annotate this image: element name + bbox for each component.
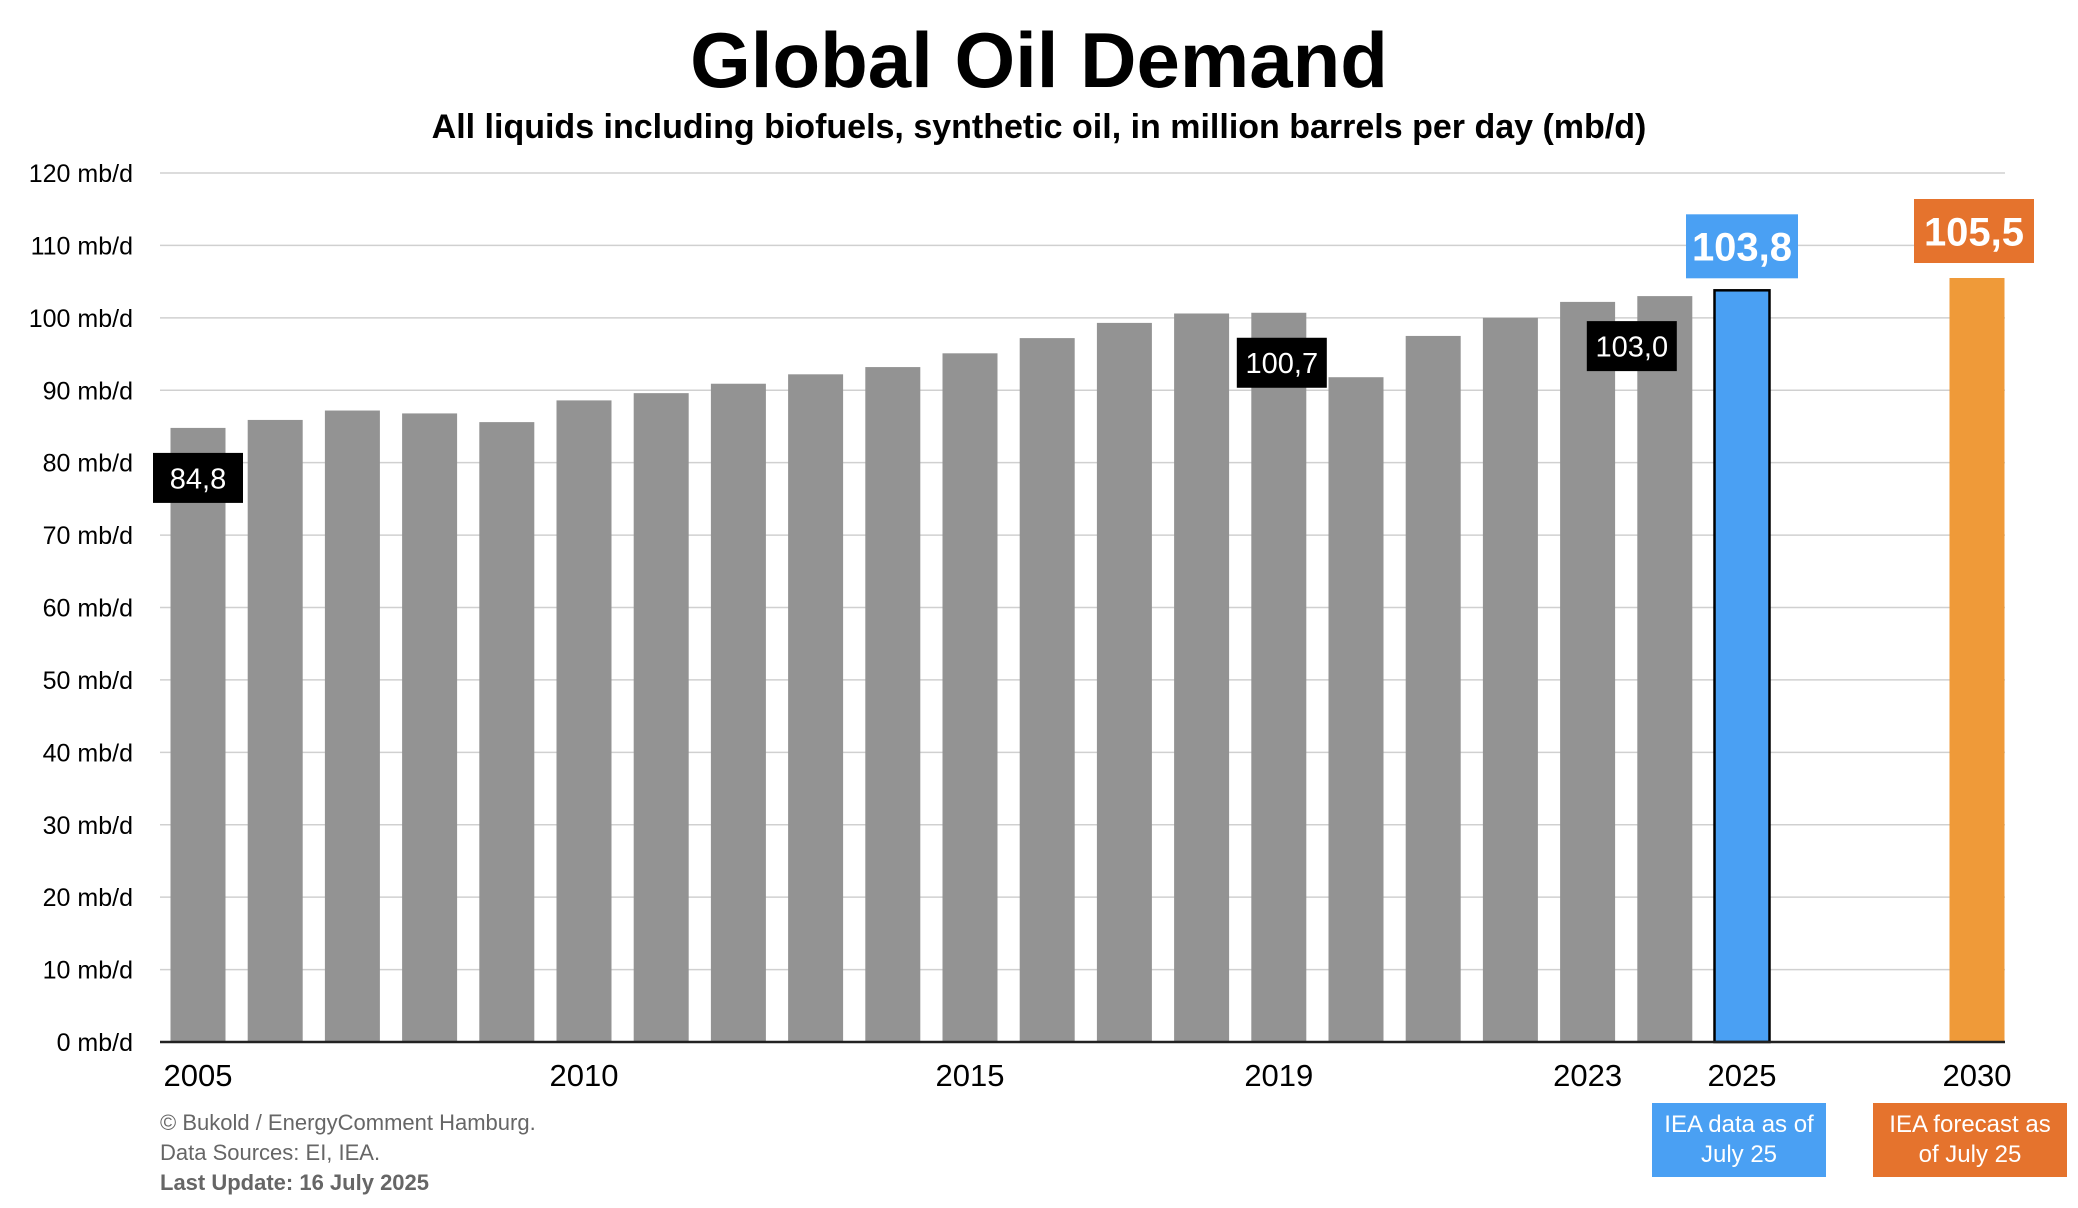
bar-2009 — [479, 422, 535, 1042]
bar-2024 — [1637, 296, 1693, 1042]
bar-2018 — [1174, 313, 1230, 1042]
data-label-box — [1236, 337, 1327, 388]
note-iea-data-2025: IEA data as of July 25 — [1652, 1103, 1826, 1177]
bar-2005 — [170, 427, 226, 1042]
x-tick-label: 2019 — [1244, 1058, 1313, 1093]
bar-2013 — [788, 374, 844, 1042]
credits-block: © Bukold / EnergyComment Hamburg. Data S… — [160, 1108, 536, 1198]
bar-2015 — [942, 353, 998, 1042]
y-tick-label: 70 mb/d — [43, 522, 133, 550]
note-iea-forecast-2030: IEA forecast as of July 25 — [1873, 1103, 2067, 1177]
data-label-box — [1586, 321, 1677, 372]
x-tick-label: 2015 — [936, 1058, 1005, 1093]
bar-2007 — [324, 410, 380, 1042]
credits-last-update: Last Update: 16 July 2025 — [160, 1170, 430, 1195]
bar-2017 — [1096, 322, 1152, 1043]
x-tick-label: 2005 — [164, 1058, 233, 1093]
y-tick-label: 80 mb/d — [43, 450, 133, 478]
bar-2014 — [865, 367, 921, 1042]
bar-2016 — [1019, 338, 1075, 1042]
y-tick-label: 0 mb/d — [57, 1029, 133, 1057]
credits-sources: Data Sources: EI, IEA. — [160, 1140, 381, 1165]
credits-copyright: © Bukold / EnergyComment Hamburg. — [160, 1110, 536, 1135]
data-label: 103,0 — [1596, 332, 1669, 364]
data-label: 105,5 — [1924, 210, 2024, 254]
x-tick-label: 2010 — [550, 1058, 619, 1093]
y-tick-label: 50 mb/d — [43, 667, 133, 695]
x-tick-label: 2023 — [1553, 1058, 1622, 1093]
y-tick-label: 20 mb/d — [43, 884, 133, 912]
y-tick-label: 120 mb/d — [29, 160, 133, 188]
bar-2011 — [633, 393, 689, 1042]
y-tick-label: 40 mb/d — [43, 739, 133, 767]
x-tick-label: 2030 — [1943, 1058, 2012, 1093]
bar-2019 — [1251, 312, 1307, 1042]
y-tick-label: 60 mb/d — [43, 595, 133, 623]
bar-2006 — [247, 419, 303, 1043]
bar-2023 — [1560, 301, 1616, 1042]
y-tick-label: 100 mb/d — [29, 305, 133, 333]
data-label: 84,8 — [170, 463, 226, 495]
bar-2012 — [710, 383, 766, 1042]
data-label-box — [153, 452, 243, 503]
bar-2010 — [556, 400, 612, 1043]
bar-2022 — [1482, 317, 1538, 1042]
bar-2021 — [1405, 335, 1461, 1042]
y-tick-label: 90 mb/d — [43, 377, 133, 405]
y-tick-label: 10 mb/d — [43, 957, 133, 985]
bar-2020 — [1328, 377, 1384, 1043]
chart-title: Global Oil Demand — [690, 16, 1388, 104]
data-label: 100,7 — [1246, 348, 1319, 380]
bar-2025 — [1713, 289, 1771, 1044]
y-tick-label: 110 mb/d — [31, 232, 133, 260]
chart-subtitle: All liquids including biofuels, syntheti… — [431, 108, 1647, 146]
y-tick-label: 30 mb/d — [43, 812, 133, 840]
data-label-box — [1914, 199, 2034, 264]
data-label: 103,8 — [1692, 226, 1792, 270]
bar-2030 — [1949, 278, 2005, 1043]
data-label-box — [1686, 214, 1798, 279]
x-tick-label: 2025 — [1708, 1058, 1777, 1093]
bar-2008 — [402, 413, 458, 1042]
